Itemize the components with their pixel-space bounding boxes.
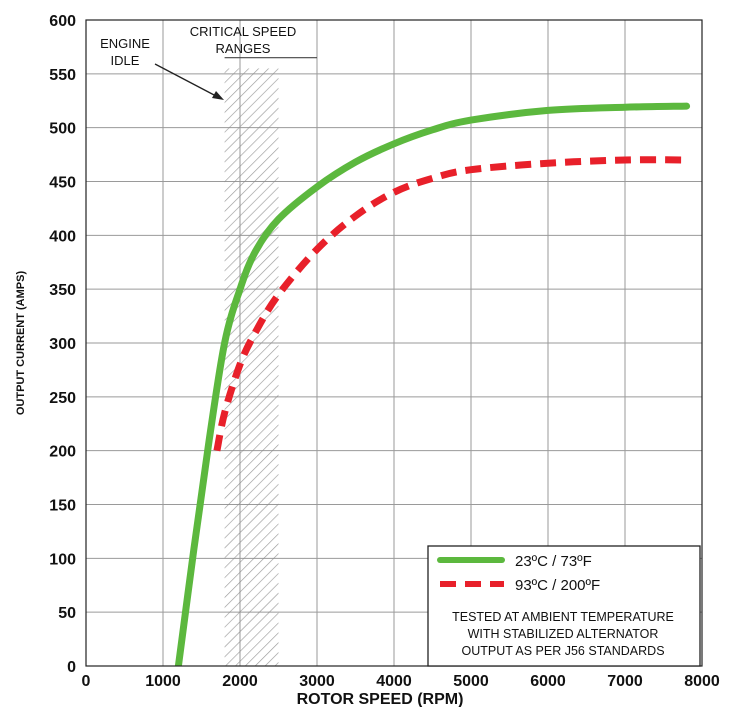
series-line-23c — [174, 102, 691, 666]
legend-note-line2: WITH STABILIZED ALTERNATOR — [468, 627, 659, 641]
x-tick-label: 4000 — [376, 673, 412, 690]
y-tick-label: 600 — [49, 13, 76, 30]
legend-box — [427, 545, 701, 667]
legend-label-93c: 93ºC / 200ºF — [515, 577, 600, 594]
y-tick-label: 450 — [49, 175, 76, 192]
engine-idle-arrow-head — [212, 91, 224, 100]
y-tick-label: 150 — [49, 498, 76, 515]
y-tick-label: 550 — [49, 67, 76, 84]
x-tick-label: 2000 — [222, 673, 258, 690]
x-tick-label: 6000 — [530, 673, 566, 690]
y-tick-label: 100 — [49, 551, 76, 568]
x-tick-label: 7000 — [607, 673, 643, 690]
series-line-93c — [213, 156, 687, 452]
critical-speed-label-line2: RANGES — [216, 41, 271, 56]
engine-idle-label-line2: IDLE — [111, 53, 140, 68]
x-tick-label: 5000 — [453, 673, 489, 690]
legend-label-23c: 23ºC / 73ºF — [515, 553, 592, 570]
x-tick-label: 8000 — [684, 673, 720, 690]
y-tick-label: 0 — [67, 659, 76, 676]
x-tick-label: 3000 — [299, 673, 335, 690]
x-axis-ticks: 0 1000 2000 3000 4000 5000 6000 7000 8000 — [82, 673, 720, 690]
x-tick-label: 0 — [82, 673, 91, 690]
engine-idle-arrow-shaft — [154, 63, 217, 97]
y-tick-label: 500 — [49, 121, 76, 138]
engine-idle-label-line1: ENGINE — [100, 36, 150, 51]
critical-speed-label-line1: CRITICAL SPEED — [190, 24, 296, 39]
y-tick-label: 350 — [49, 282, 76, 299]
y-tick-label: 50 — [58, 605, 76, 622]
y-axis-ticks: 0 50 100 150 200 250 300 350 400 450 500 550 600 — [49, 13, 76, 676]
y-tick-label: 250 — [49, 390, 76, 407]
x-tick-label: 1000 — [145, 673, 181, 690]
legend-note-line1: TESTED AT AMBIENT TEMPERATURE — [452, 610, 674, 624]
y-tick-label: 400 — [49, 228, 76, 245]
legend: 23ºC / 73ºF 93ºC / 200ºF TESTED AT AMBIE… — [427, 545, 701, 667]
x-axis-title: ROTOR SPEED (RPM) — [297, 691, 464, 707]
y-tick-label: 300 — [49, 336, 76, 353]
plot-area-border — [85, 19, 703, 667]
y-tick-label: 200 — [49, 444, 76, 461]
y-axis-title: OUTPUT CURRENT (AMPS) — [15, 271, 27, 416]
critical-speed-range-band — [224, 68, 279, 666]
legend-note-line3: OUTPUT AS PER J56 STANDARDS — [461, 644, 664, 658]
